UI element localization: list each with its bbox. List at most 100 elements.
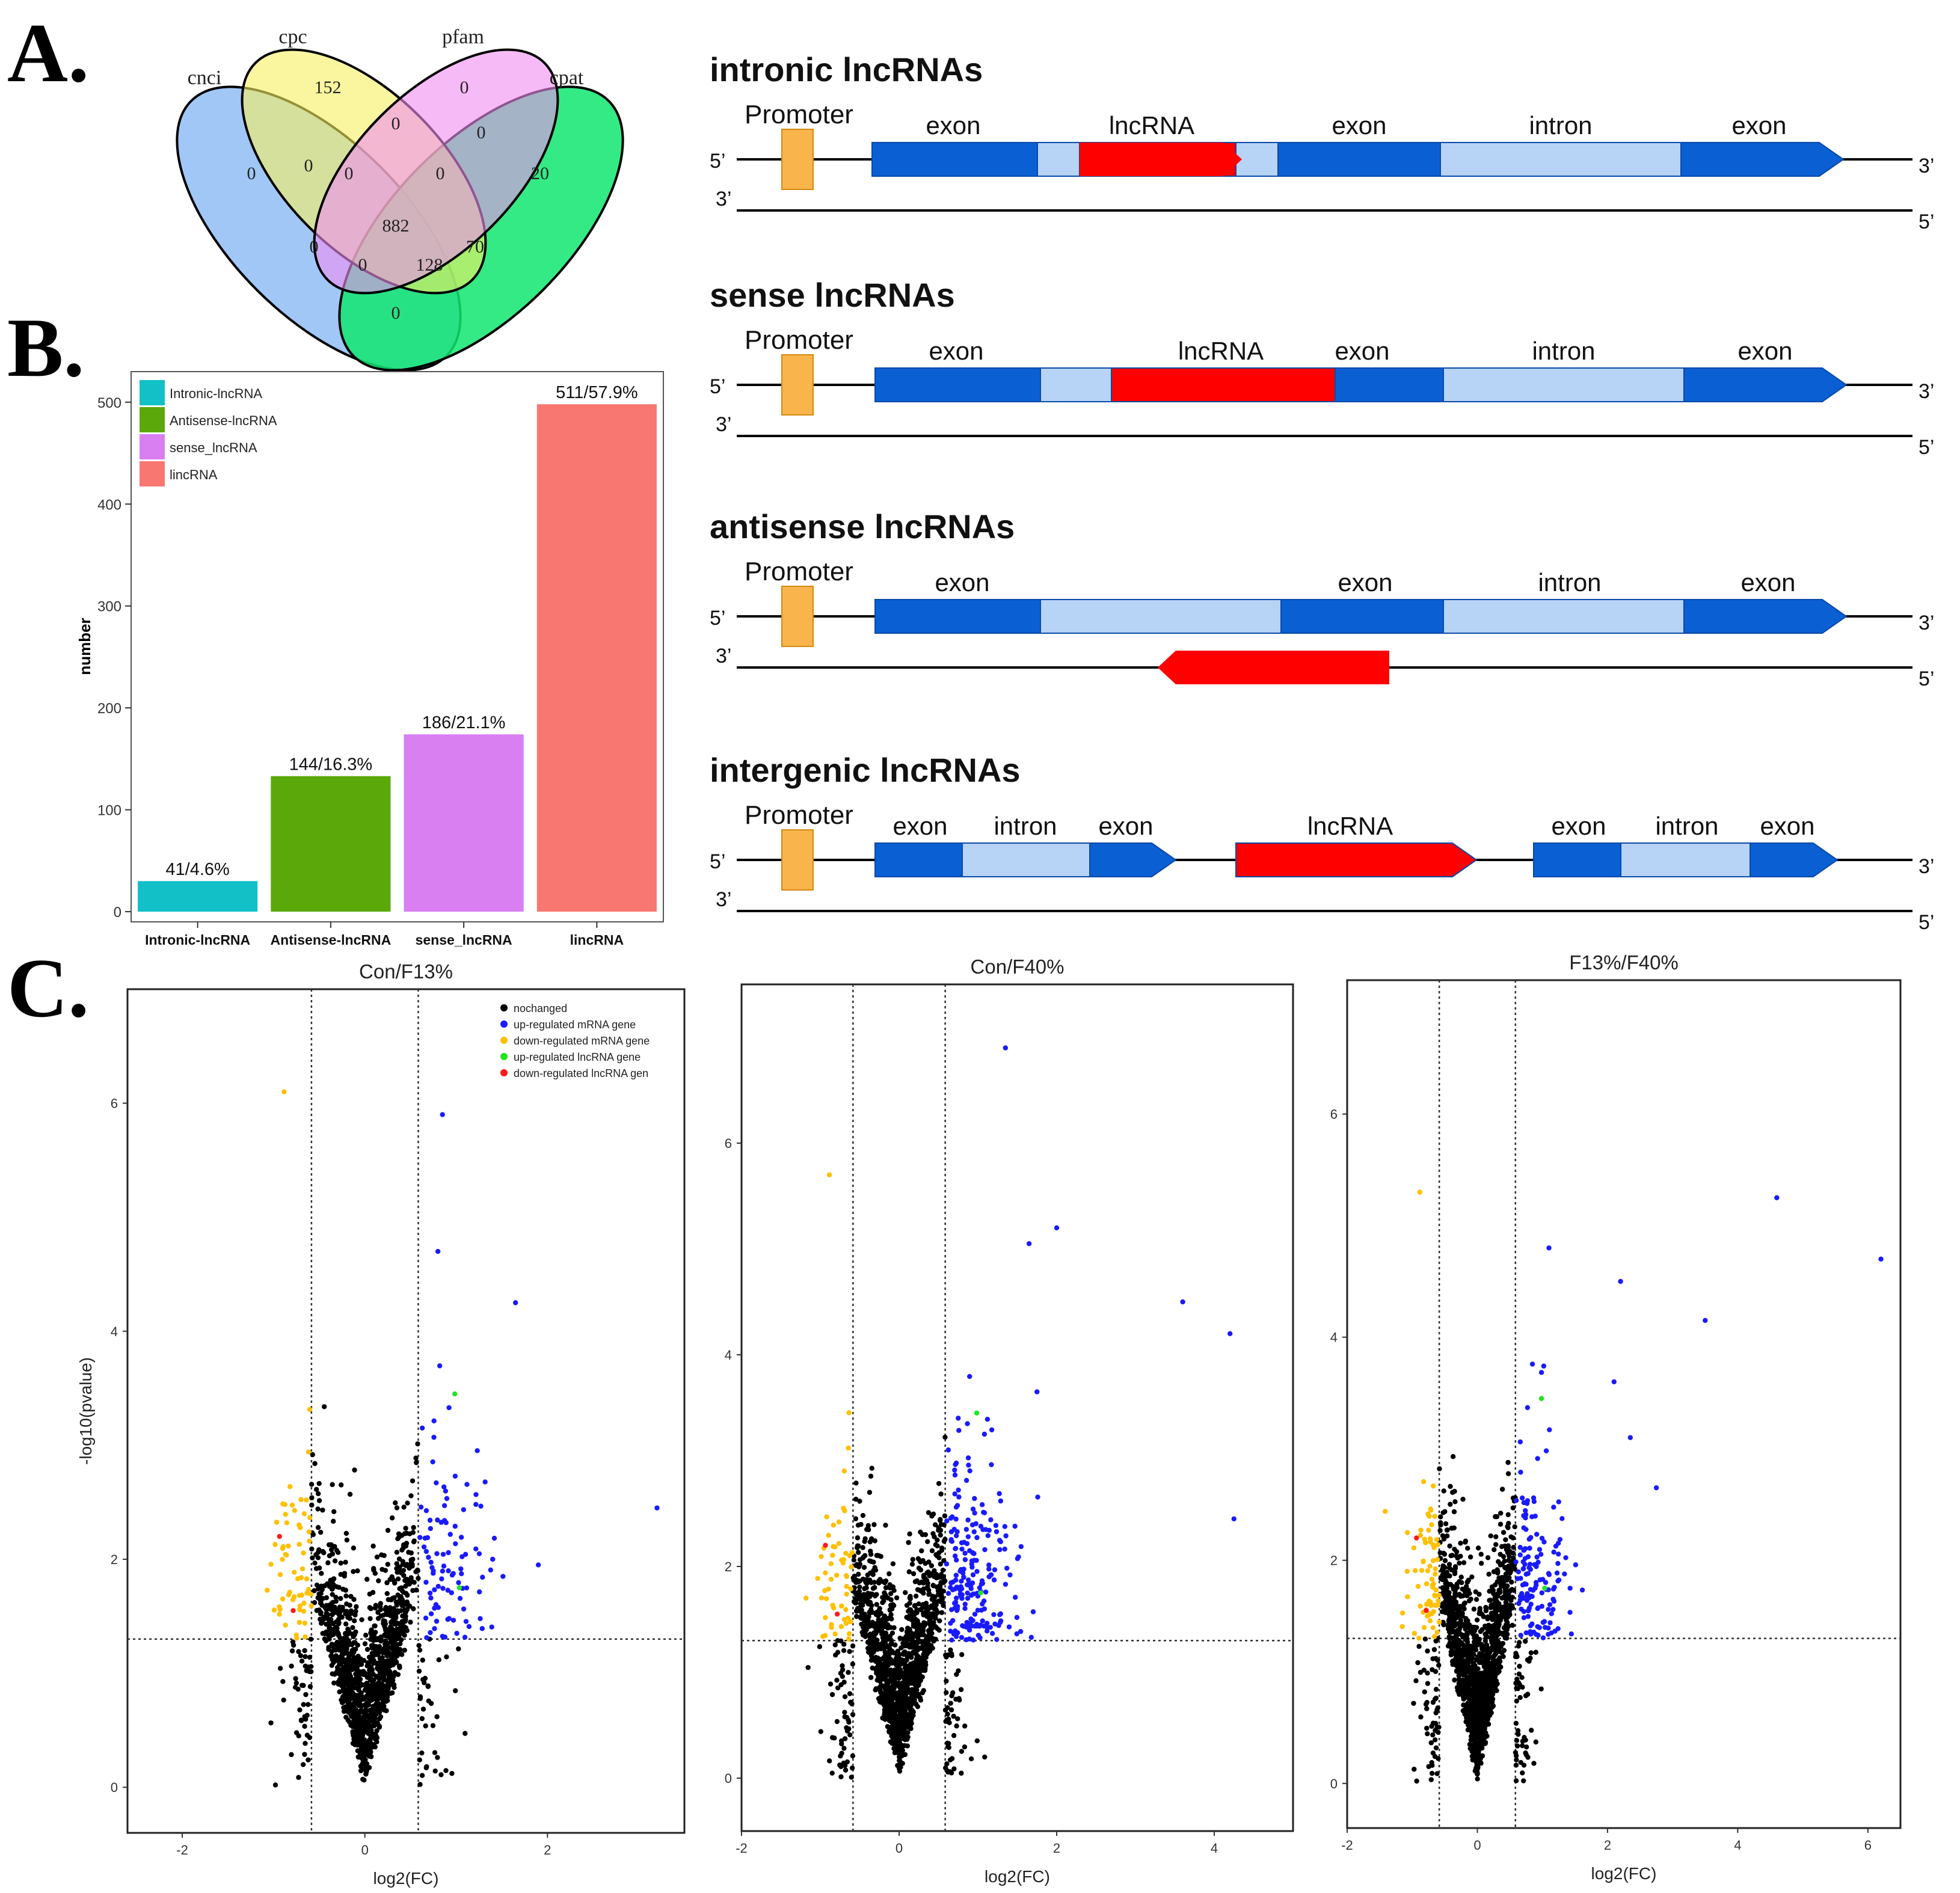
data-point [303, 1634, 308, 1640]
data-point [330, 1482, 335, 1487]
data-point [350, 1729, 355, 1735]
structure-label: intron [1655, 812, 1718, 840]
structure-label: exon [929, 337, 983, 365]
bar-category-label: Antisense-lncRNA [271, 932, 392, 948]
data-point [907, 1531, 912, 1537]
data-point [326, 1646, 331, 1652]
data-point [879, 1693, 884, 1699]
data-point [351, 1569, 356, 1574]
data-point [301, 1550, 306, 1556]
data-point [295, 1576, 301, 1582]
data-point [867, 1609, 872, 1615]
data-point [388, 1613, 393, 1619]
data-point [877, 1684, 882, 1690]
data-point [399, 1547, 405, 1553]
data-point [423, 1615, 429, 1621]
data-point [1449, 1658, 1455, 1664]
data-point [408, 1557, 414, 1563]
data-point [389, 1690, 395, 1696]
data-point [822, 1588, 828, 1594]
data-point [847, 1553, 853, 1559]
data-point [479, 1626, 485, 1631]
data-point [1522, 1735, 1527, 1740]
volcano-title: F13%/F40% [1569, 951, 1679, 974]
data-point [304, 1576, 310, 1582]
data-point [1482, 1638, 1488, 1644]
data-point [969, 1580, 975, 1586]
data-point [866, 1622, 871, 1627]
data-point [512, 1300, 518, 1305]
venn-count: 152 [315, 78, 342, 97]
intron-block [1040, 367, 1112, 402]
data-point [891, 1714, 897, 1720]
data-point [1528, 1650, 1534, 1655]
data-point [959, 1595, 965, 1601]
data-point [361, 1719, 367, 1725]
data-point [361, 1658, 367, 1663]
data-point [423, 1508, 429, 1514]
data-point [441, 1484, 447, 1490]
data-point [320, 1508, 325, 1513]
data-point [375, 1637, 380, 1643]
data-point [289, 1502, 295, 1508]
data-point [330, 1630, 336, 1636]
data-point [1505, 1525, 1511, 1530]
data-point [1460, 1677, 1465, 1683]
data-point [953, 1546, 958, 1551]
data-point [1458, 1618, 1464, 1623]
data-point [430, 1723, 436, 1728]
data-point [1440, 1510, 1446, 1515]
data-point [389, 1657, 395, 1662]
data-point [1474, 1690, 1479, 1695]
data-point [308, 1664, 314, 1669]
data-point [382, 1624, 387, 1629]
data-point [420, 1707, 426, 1712]
data-point [887, 1646, 892, 1652]
data-point [904, 1704, 909, 1710]
data-point [1498, 1562, 1504, 1568]
data-point [947, 1757, 953, 1763]
data-point [428, 1701, 434, 1706]
data-point [988, 1624, 993, 1630]
data-point [341, 1708, 347, 1714]
data-point [1446, 1643, 1452, 1648]
data-point [897, 1635, 903, 1641]
data-point [344, 1609, 349, 1614]
data-point [308, 1636, 314, 1642]
data-point [1460, 1496, 1466, 1502]
data-point [937, 1618, 942, 1624]
data-point [880, 1630, 886, 1635]
structure-label: intron [1538, 568, 1601, 597]
venn-count: 0 [345, 164, 354, 183]
data-point [1028, 1634, 1034, 1640]
data-point [861, 1597, 867, 1603]
data-point [850, 1712, 856, 1717]
data-point [358, 1690, 364, 1696]
data-point [364, 1577, 370, 1582]
data-point [944, 1678, 949, 1684]
data-point [849, 1765, 855, 1771]
data-point [351, 1597, 357, 1603]
data-point [893, 1743, 899, 1749]
data-point [1180, 1299, 1185, 1305]
data-point [853, 1516, 859, 1521]
data-point [304, 1667, 309, 1674]
lncrna-block [1111, 367, 1336, 402]
x-tick-label: 0 [1473, 1838, 1481, 1853]
data-point [425, 1684, 431, 1689]
data-point [1452, 1499, 1458, 1505]
y-tick-label: 0 [111, 1780, 118, 1795]
data-point [888, 1641, 894, 1647]
data-point [272, 1542, 278, 1547]
data-point [1486, 1690, 1492, 1696]
data-point [1467, 1651, 1473, 1657]
data-point [1003, 1045, 1009, 1051]
data-point [1449, 1607, 1455, 1613]
data-point [994, 1529, 1000, 1535]
data-point [303, 1654, 308, 1660]
data-point [959, 1770, 964, 1776]
data-point [343, 1681, 349, 1687]
data-point [862, 1586, 867, 1592]
data-point [1421, 1667, 1427, 1673]
